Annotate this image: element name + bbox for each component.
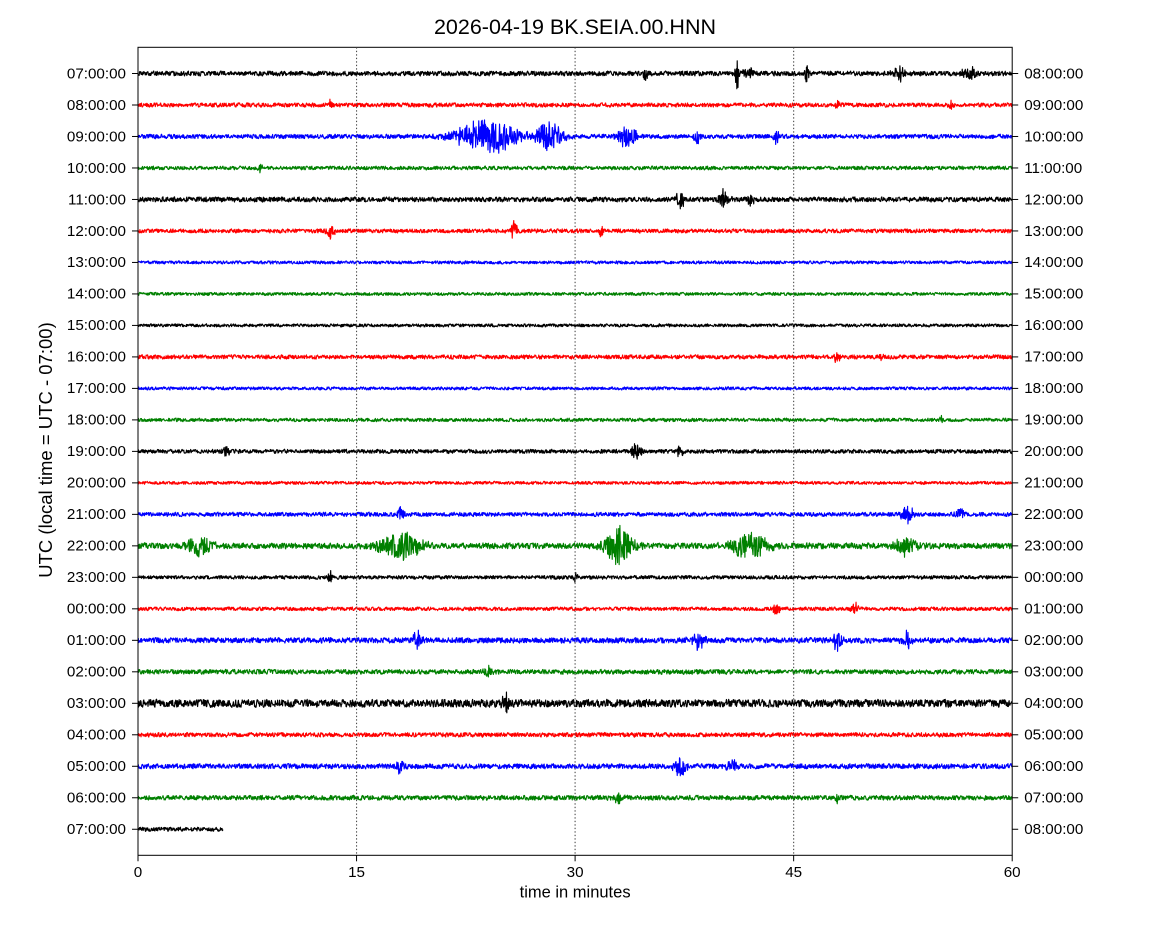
svg-text:18:00:00: 18:00:00 (67, 412, 126, 429)
svg-text:30: 30 (567, 864, 584, 881)
svg-text:17:00:00: 17:00:00 (67, 380, 126, 397)
svg-text:12:00:00: 12:00:00 (1024, 191, 1083, 208)
svg-text:03:00:00: 03:00:00 (1024, 664, 1083, 681)
svg-text:22:00:00: 22:00:00 (67, 538, 126, 555)
svg-text:02:00:00: 02:00:00 (1024, 632, 1083, 649)
svg-text:00:00:00: 00:00:00 (1024, 569, 1083, 586)
svg-text:15:00:00: 15:00:00 (67, 317, 126, 334)
svg-text:05:00:00: 05:00:00 (1024, 727, 1083, 744)
svg-text:07:00:00: 07:00:00 (67, 821, 126, 838)
svg-text:14:00:00: 14:00:00 (67, 286, 126, 303)
svg-text:16:00:00: 16:00:00 (1024, 317, 1083, 334)
svg-text:23:00:00: 23:00:00 (67, 569, 126, 586)
svg-text:09:00:00: 09:00:00 (67, 128, 126, 145)
svg-text:23:00:00: 23:00:00 (1024, 538, 1083, 555)
svg-text:20:00:00: 20:00:00 (1024, 443, 1083, 460)
svg-text:06:00:00: 06:00:00 (67, 790, 126, 807)
svg-text:45: 45 (785, 864, 802, 881)
svg-text:17:00:00: 17:00:00 (1024, 349, 1083, 366)
svg-text:21:00:00: 21:00:00 (67, 506, 126, 523)
svg-text:15:00:00: 15:00:00 (1024, 286, 1083, 303)
svg-text:00:00:00: 00:00:00 (67, 601, 126, 618)
svg-text:13:00:00: 13:00:00 (67, 254, 126, 271)
svg-text:09:00:00: 09:00:00 (1024, 97, 1083, 114)
svg-text:08:00:00: 08:00:00 (67, 97, 126, 114)
svg-text:19:00:00: 19:00:00 (1024, 412, 1083, 429)
svg-text:time in minutes: time in minutes (520, 883, 631, 901)
svg-text:11:00:00: 11:00:00 (1024, 160, 1082, 177)
svg-text:20:00:00: 20:00:00 (67, 475, 126, 492)
svg-text:04:00:00: 04:00:00 (67, 727, 126, 744)
svg-text:07:00:00: 07:00:00 (1024, 790, 1083, 807)
svg-text:60: 60 (1004, 864, 1021, 881)
svg-text:18:00:00: 18:00:00 (1024, 380, 1083, 397)
svg-text:03:00:00: 03:00:00 (67, 695, 126, 712)
svg-text:10:00:00: 10:00:00 (67, 160, 126, 177)
svg-text:08:00:00: 08:00:00 (1024, 821, 1083, 838)
svg-text:07:00:00: 07:00:00 (67, 65, 126, 82)
svg-text:10:00:00: 10:00:00 (1024, 128, 1083, 145)
svg-text:15: 15 (348, 864, 365, 881)
svg-text:06:00:00: 06:00:00 (1024, 758, 1083, 775)
svg-text:14:00:00: 14:00:00 (1024, 254, 1083, 271)
svg-text:08:00:00: 08:00:00 (1024, 65, 1083, 82)
svg-text:11:00:00: 11:00:00 (68, 191, 126, 208)
svg-text:04:00:00: 04:00:00 (1024, 695, 1083, 712)
svg-text:02:00:00: 02:00:00 (67, 664, 126, 681)
svg-text:01:00:00: 01:00:00 (1024, 601, 1083, 618)
svg-text:22:00:00: 22:00:00 (1024, 506, 1083, 523)
svg-text:21:00:00: 21:00:00 (1024, 475, 1083, 492)
svg-text:05:00:00: 05:00:00 (67, 758, 126, 775)
svg-text:12:00:00: 12:00:00 (67, 223, 126, 240)
svg-text:01:00:00: 01:00:00 (67, 632, 126, 649)
svg-text:0: 0 (134, 864, 142, 881)
svg-text:16:00:00: 16:00:00 (67, 349, 126, 366)
svg-text:13:00:00: 13:00:00 (1024, 223, 1083, 240)
svg-text:19:00:00: 19:00:00 (67, 443, 126, 460)
